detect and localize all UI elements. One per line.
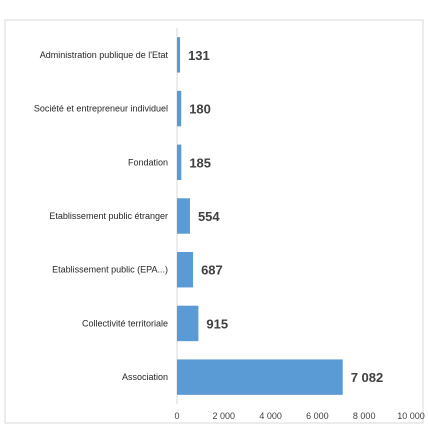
category-label: Etablissement public (EPA...) [52, 265, 168, 275]
bar [177, 198, 190, 234]
category-label: Société et entrepreneur individuel [34, 104, 168, 114]
category-label: Administration publique de l'Etat [40, 50, 169, 60]
category-label: Etablissement public étranger [49, 211, 168, 221]
bar [177, 251, 194, 288]
data-label: 180 [189, 102, 211, 117]
data-label: 7 082 [351, 370, 384, 385]
bars [177, 37, 343, 395]
chart-frame [4, 19, 424, 424]
data-label: 185 [189, 155, 211, 170]
bar [177, 144, 182, 181]
labels: Administration publique de l'Etat 131 Soci… [34, 48, 383, 385]
x-tick-label: 4 000 [259, 411, 282, 421]
category-label: Collectivité territoriale [82, 318, 168, 328]
data-label: 554 [198, 209, 220, 224]
bar [177, 37, 181, 73]
data-label: 915 [206, 316, 228, 331]
data-label: 131 [188, 48, 210, 63]
bar [177, 90, 182, 127]
bar [177, 359, 343, 395]
x-tick-label: 2 000 [213, 411, 236, 421]
x-tick-label: 0 [174, 411, 179, 421]
category-label: Association [122, 372, 168, 382]
x-tick-label: 8 000 [353, 411, 376, 421]
x-tick-label: 10 000 [397, 411, 425, 421]
x-tick-label: 6 000 [306, 411, 329, 421]
category-label: Fondation [128, 157, 168, 167]
bar [177, 305, 199, 342]
data-label: 687 [201, 263, 223, 278]
